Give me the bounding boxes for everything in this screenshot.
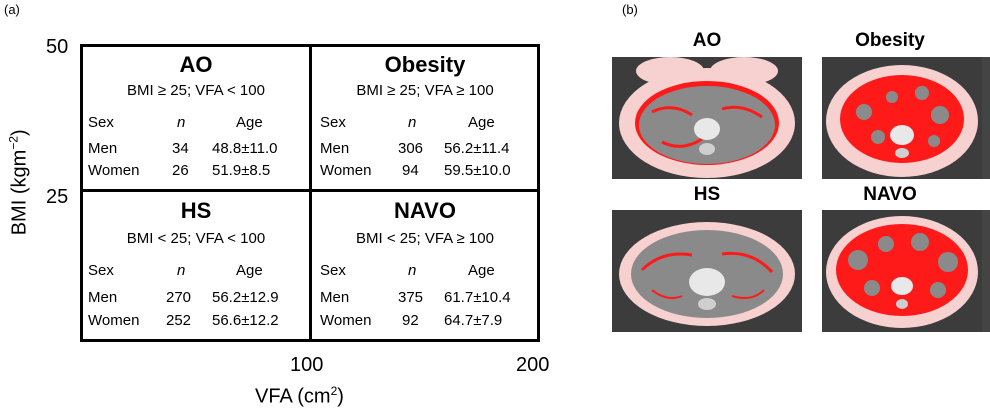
- quadrant-ao-criteria: BMI ≥ 25; VFA < 100: [127, 82, 265, 99]
- quadrant-obesity-age-header: Age: [468, 114, 495, 131]
- quadrant-obesity-row-women-age: 59.5±10.0: [444, 162, 511, 179]
- y-tick-50: 50: [46, 36, 69, 58]
- quadrant-hs-row-women-sex: Women: [88, 312, 140, 329]
- quadrant-obesity-sex-header: Sex: [320, 114, 346, 131]
- x-tick-100: 100: [290, 354, 324, 376]
- quadrant-obesity-row-women-sex: Women: [320, 162, 372, 179]
- scan-navo-title: NAVO: [863, 184, 917, 205]
- quadrant-hs-sex-header: Sex: [88, 262, 114, 279]
- grid-vertical-divider: [309, 44, 312, 342]
- quadrant-hs-row-women-n: 252: [166, 312, 192, 329]
- quadrant-navo-n-header: n: [408, 262, 417, 279]
- quadrant-ao-sex-header: Sex: [88, 114, 114, 131]
- quadrant-navo-age-header: Age: [468, 262, 495, 279]
- quadrant-obesity-row-men-age: 56.2±11.4: [444, 140, 510, 157]
- quadrant-hs-criteria: BMI < 25; VFA < 100: [126, 230, 266, 247]
- quadrant-obesity-criteria: BMI ≥ 25; VFA ≥ 100: [356, 82, 494, 99]
- quadrant-ao-row-women-n: 26: [172, 162, 189, 179]
- quadrant-hs-title: HS: [180, 198, 212, 223]
- quadrant-ao-row-women-sex: Women: [88, 162, 140, 179]
- panel-a-label: (a): [4, 2, 20, 17]
- scan-obesity-title: Obesity: [855, 30, 925, 51]
- quadrant-ao-row-men-n: 34: [172, 140, 189, 157]
- x-tick-200: 200: [516, 354, 550, 376]
- scan-ao-title: AO: [692, 30, 722, 51]
- x-axis-title: VFA (cm2): [255, 384, 344, 408]
- quadrant-navo-sex-header: Sex: [320, 262, 346, 279]
- quadrant-hs-row-men-sex: Men: [88, 289, 118, 306]
- quadrant-navo-row-women-n: 92: [402, 312, 419, 329]
- quadrant-obesity-row-men-n: 306: [398, 140, 424, 157]
- quadrant-hs-row-men-n: 270: [166, 289, 192, 306]
- quadrant-navo-criteria: BMI < 25; VFA ≥ 100: [356, 230, 494, 247]
- quadrant-hs-age-header: Age: [236, 262, 263, 279]
- quadrant-obesity-title: Obesity: [384, 52, 466, 77]
- quadrant-hs-n-header: n: [177, 262, 186, 279]
- quadrant-ao-row-men-age: 48.8±11.0: [212, 140, 278, 157]
- quadrant-ao-row-women-age: 51.9±8.5: [212, 162, 271, 179]
- quadrant-obesity-n-header: n: [408, 114, 417, 131]
- quadrant-ao-row-men-sex: Men: [88, 140, 118, 157]
- quadrant-ao-age-header: Age: [236, 114, 263, 131]
- y-tick-25: 25: [46, 186, 69, 208]
- quadrant-hs-row-men-age: 56.2±12.9: [212, 289, 279, 306]
- quadrant-ao-title: AO: [179, 52, 213, 77]
- quadrant-ao-n-header: n: [177, 114, 186, 131]
- ct-scan-ao-image: [612, 57, 802, 179]
- quadrant-navo-row-men-sex: Men: [320, 289, 350, 306]
- quadrant-navo-row-men-age: 61.7±10.4: [444, 289, 511, 306]
- quadrant-navo-row-men-n: 375: [398, 289, 424, 306]
- ct-scan-hs-image: [612, 210, 802, 332]
- quadrant-navo-row-women-sex: Women: [320, 312, 372, 329]
- panel-b-label: (b): [622, 2, 638, 17]
- scan-hs-title: HS: [693, 184, 721, 205]
- grid-horizontal-divider: [80, 189, 540, 192]
- quadrant-obesity-row-women-n: 94: [402, 162, 419, 179]
- quadrant-navo-row-women-age: 64.7±7.9: [444, 312, 503, 329]
- y-axis-title: BMI (kgm−2): [6, 129, 31, 236]
- quadrant-navo-title: NAVO: [394, 198, 456, 223]
- quadrant-obesity-row-men-sex: Men: [320, 140, 350, 157]
- ct-scan-navo-image: [822, 210, 990, 332]
- quadrant-hs-row-women-age: 56.6±12.2: [212, 312, 279, 329]
- ct-scan-obesity-image: [822, 57, 990, 179]
